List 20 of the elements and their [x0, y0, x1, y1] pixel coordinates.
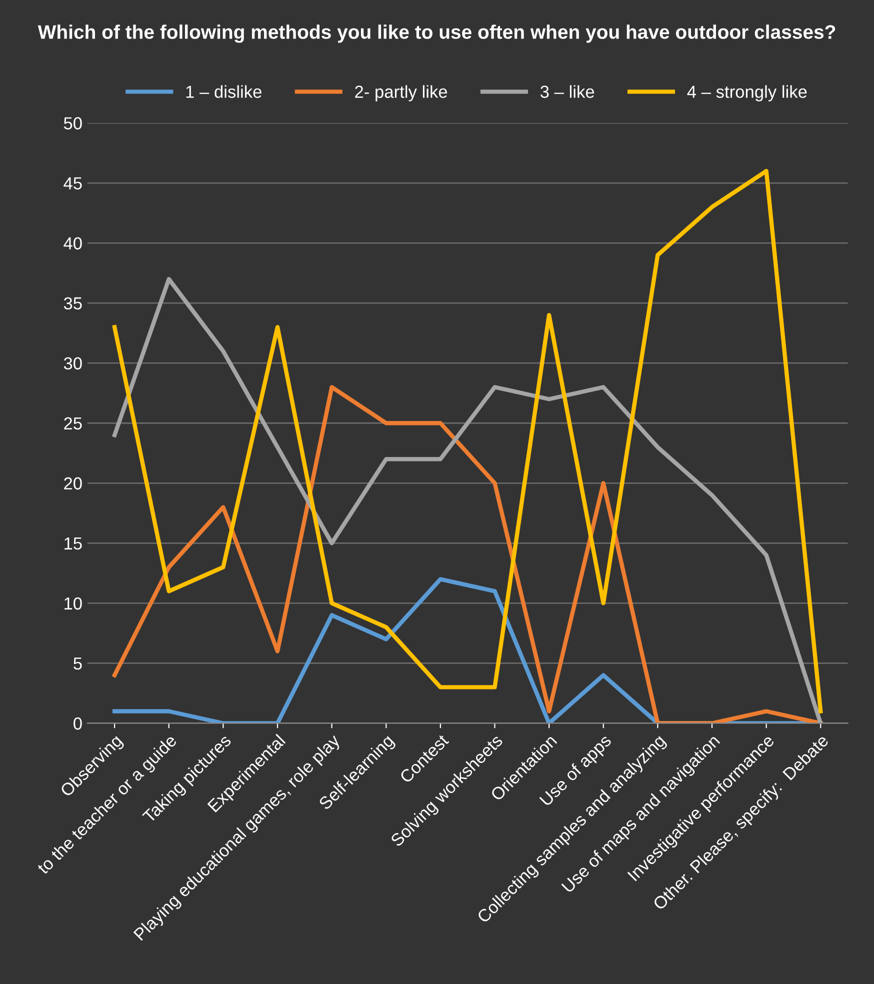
- line-series: [112, 385, 823, 724]
- y-tick-label: 15: [64, 538, 82, 550]
- y-tick-label: 30: [64, 357, 82, 370]
- chart-title: Which of the following methods you like to use often when you have outdoor classes?: [38, 24, 836, 43]
- legend-label: 1 – dislike: [186, 85, 262, 98]
- legend-label: 3 – like: [540, 85, 594, 98]
- y-tick-label: 20: [64, 477, 82, 490]
- line-series: [112, 276, 823, 724]
- y-tick-label: 50: [64, 117, 82, 130]
- y-tick-label: 10: [64, 597, 82, 610]
- y-tick-label: 0: [74, 717, 82, 730]
- line-series: [112, 577, 823, 724]
- legend-label: 2- partly like: [355, 85, 448, 102]
- y-tick-label: 35: [64, 297, 82, 310]
- legend-label: 4 – strongly like: [687, 85, 807, 102]
- y-tick-label: 5: [74, 658, 82, 670]
- line-series: [112, 168, 823, 714]
- y-tick-label: 40: [64, 237, 82, 250]
- y-tick-label: 25: [64, 417, 82, 430]
- y-tick-label: 45: [64, 177, 82, 190]
